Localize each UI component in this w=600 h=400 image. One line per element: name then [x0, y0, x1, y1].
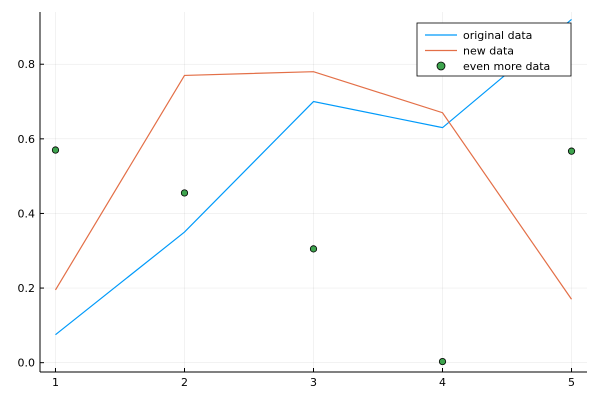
- x-tick-label: 3: [310, 376, 317, 389]
- x-tick-label: 1: [52, 376, 59, 389]
- y-tick-label: 0.8: [18, 58, 36, 71]
- y-tick-label: 0.2: [18, 282, 36, 295]
- series-point-even-more-data: [567, 147, 576, 155]
- series-point-even-more-data: [180, 189, 189, 197]
- x-tick-label: 4: [439, 376, 446, 389]
- plot-area: [51, 19, 576, 366]
- series-point-even-more-data: [438, 357, 447, 366]
- y-tick-label: 0.4: [18, 207, 36, 220]
- legend-label-new-data: new data: [463, 45, 514, 58]
- series-point-even-more-data: [309, 245, 318, 253]
- series-point-even-more-data: [51, 146, 60, 154]
- y-tick-label: 0.6: [18, 133, 36, 146]
- ticks: 1 2 3 4 5 0.0 0.2 0.4 0.6 0.8: [18, 58, 576, 389]
- x-tick-label: 5: [568, 376, 575, 389]
- y-tick-label: 0.0: [18, 357, 36, 370]
- series-line-new-data: [54, 71, 573, 300]
- legend-label-even-more-data: even more data: [463, 60, 550, 73]
- legend-swatch-even-more-data: [436, 61, 446, 71]
- legend-label-original-data: original data: [463, 29, 532, 42]
- legend: original data new data even more data: [416, 22, 572, 77]
- x-tick-label: 2: [181, 376, 188, 389]
- series-line-original-data: [55, 19, 572, 336]
